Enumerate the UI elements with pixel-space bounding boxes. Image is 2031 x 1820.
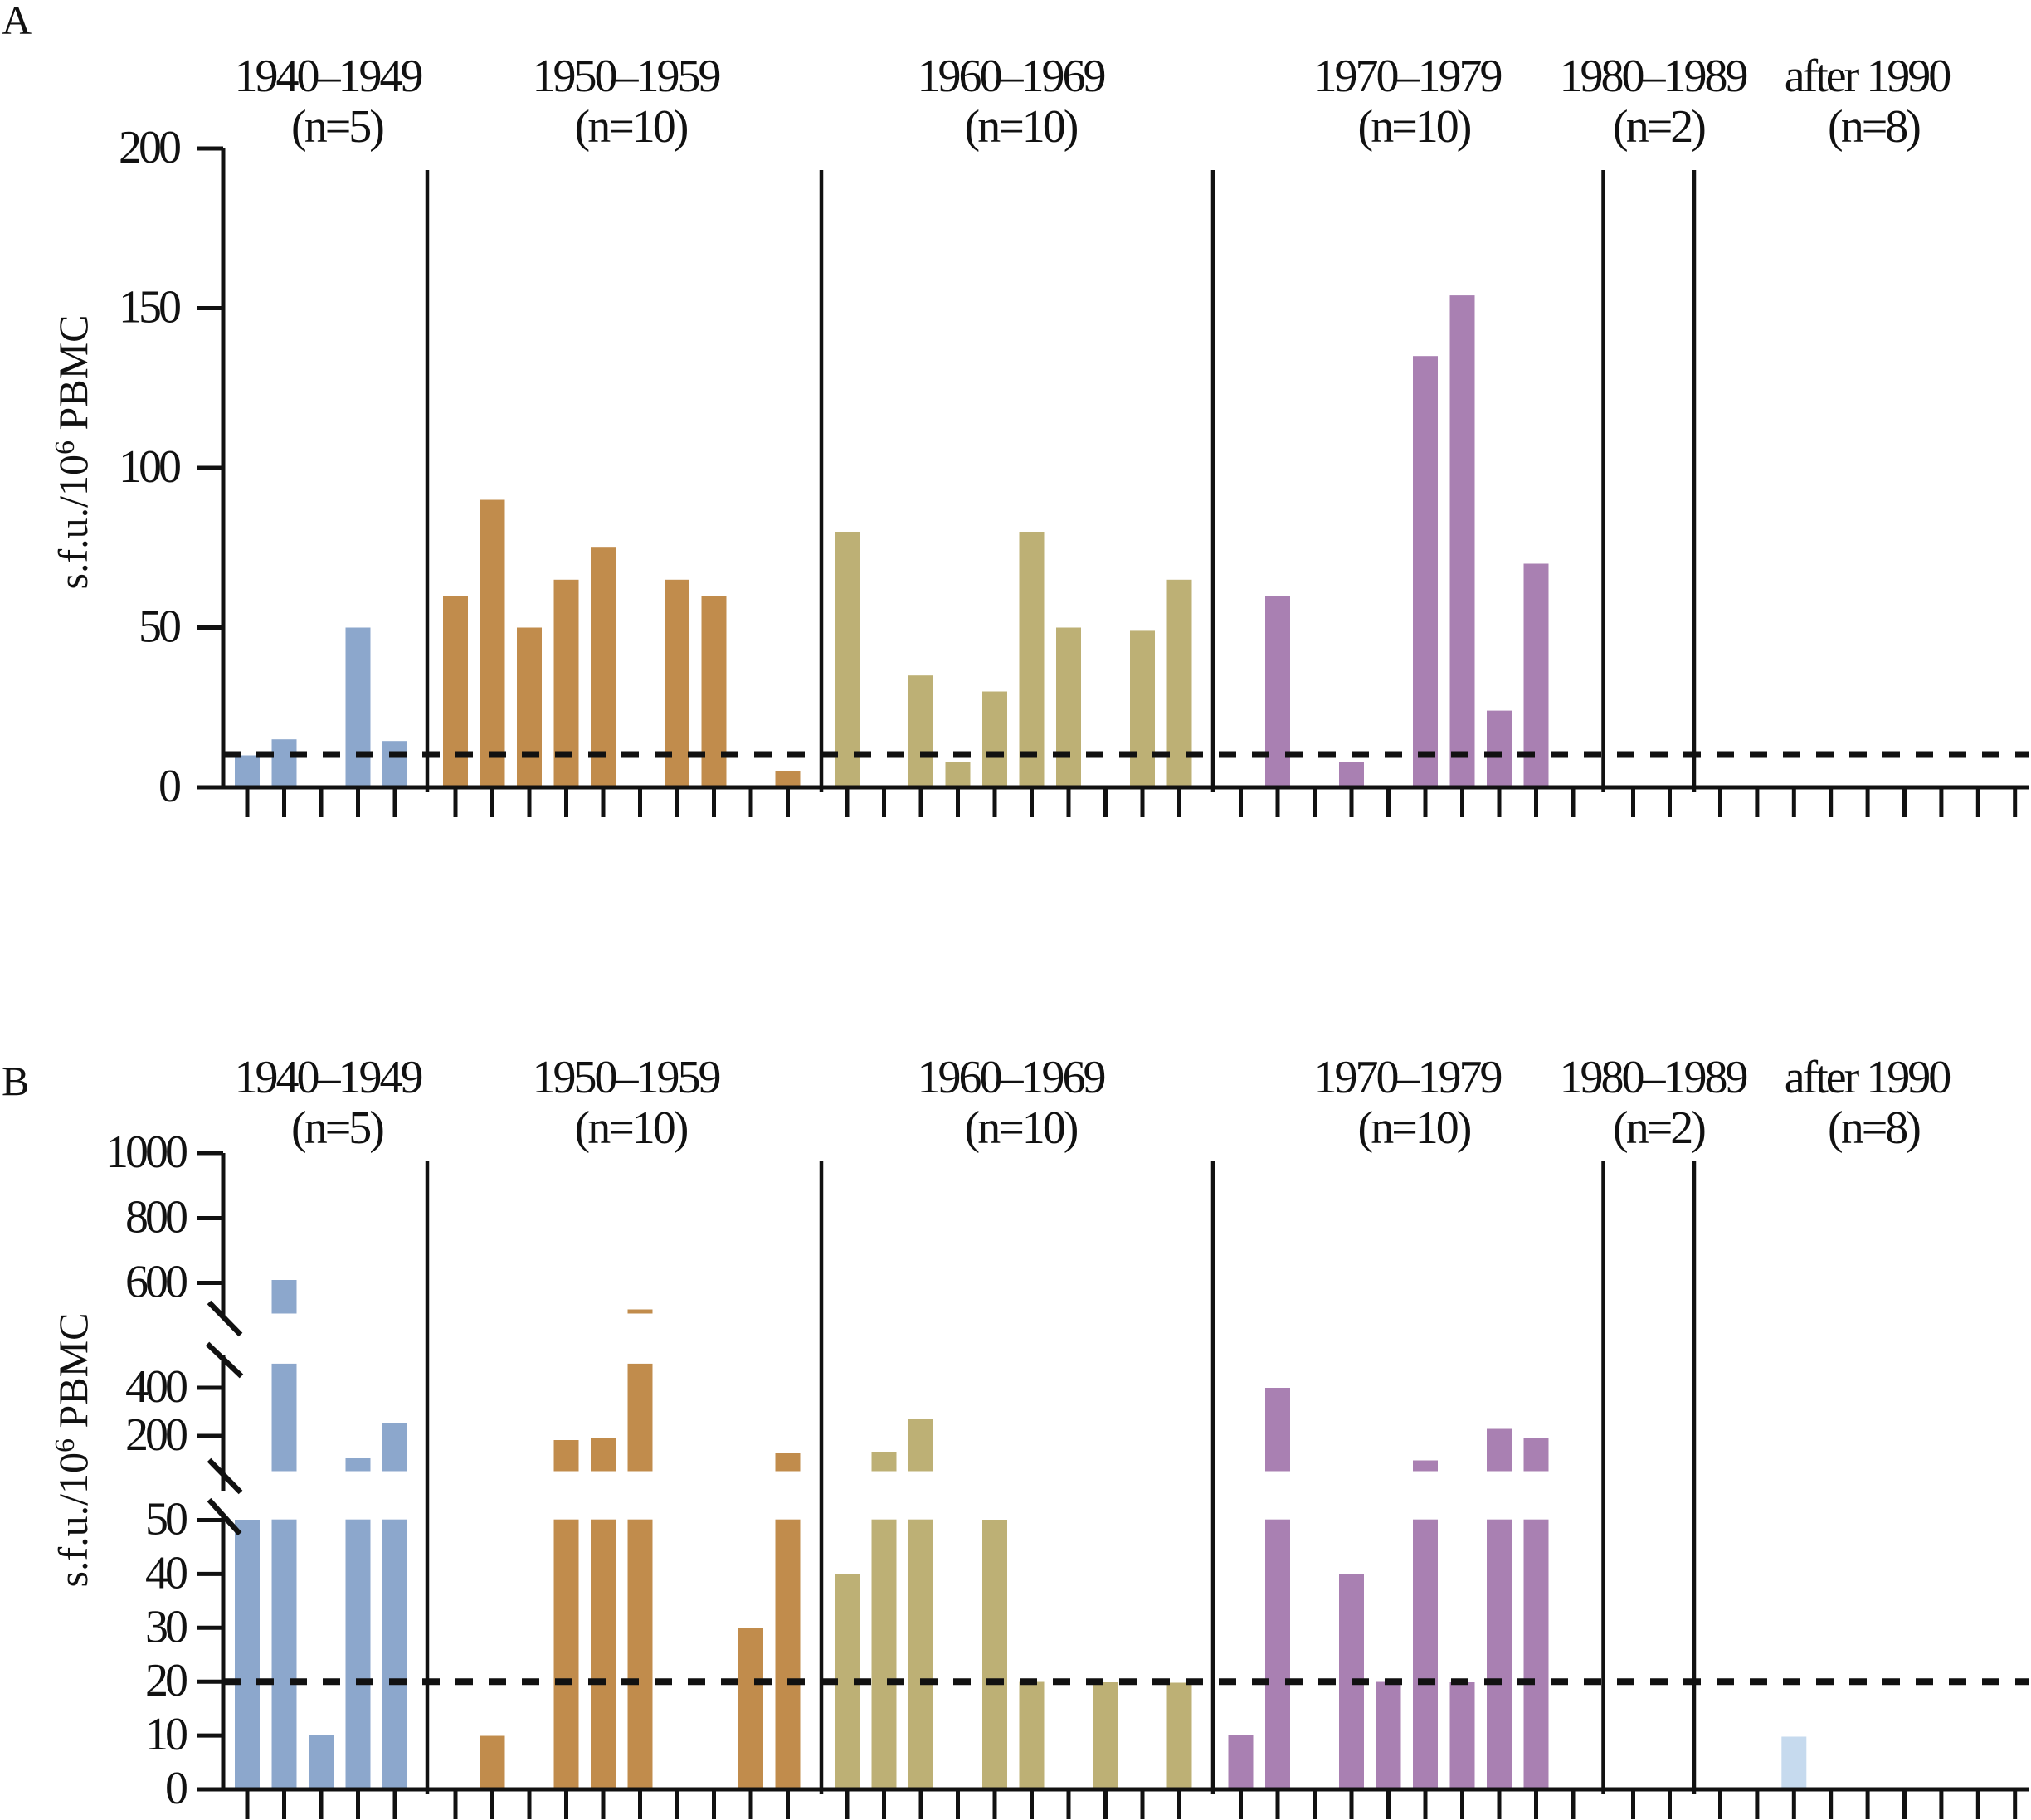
svg-text:1960–1969: 1960–1969 — [918, 1052, 1105, 1103]
svg-text:1950–1959: 1950–1959 — [533, 1052, 720, 1103]
svg-text:40: 40 — [145, 1547, 187, 1599]
svg-text:(n=5): (n=5) — [291, 1102, 383, 1154]
svg-text:after 1990: after 1990 — [1785, 1052, 1951, 1103]
svg-text:(n=10): (n=10) — [1358, 1102, 1471, 1154]
svg-text:1960–1969: 1960–1969 — [918, 51, 1105, 102]
svg-text:(n=8): (n=8) — [1828, 101, 1920, 153]
svg-text:1940–1949: 1940–1949 — [235, 1052, 422, 1103]
svg-text:50: 50 — [145, 1494, 187, 1545]
svg-text:(n=2): (n=2) — [1613, 101, 1705, 153]
svg-text:0: 0 — [158, 761, 180, 812]
svg-text:(n=10): (n=10) — [1358, 101, 1471, 153]
svg-text:(n=10): (n=10) — [965, 1102, 1078, 1154]
svg-text:30: 30 — [145, 1601, 187, 1652]
svg-text:1980–1989: 1980–1989 — [1560, 51, 1747, 102]
svg-text:1950–1959: 1950–1959 — [533, 51, 720, 102]
svg-text:50: 50 — [139, 601, 180, 653]
svg-text:1980–1989: 1980–1989 — [1560, 1052, 1747, 1103]
svg-text:s.f.u./106 PBMC: s.f.u./106 PBMC — [50, 315, 96, 590]
svg-text:0: 0 — [165, 1763, 187, 1814]
svg-text:1940–1949: 1940–1949 — [235, 51, 422, 102]
svg-text:100: 100 — [119, 441, 180, 493]
svg-text:(n=2): (n=2) — [1613, 1102, 1705, 1154]
svg-text:(n=10): (n=10) — [575, 101, 688, 153]
svg-text:800: 800 — [125, 1192, 187, 1243]
svg-text:after 1990: after 1990 — [1785, 51, 1951, 102]
svg-text:(n=10): (n=10) — [575, 1102, 688, 1154]
svg-text:150: 150 — [119, 282, 180, 333]
svg-text:B: B — [2, 1058, 29, 1104]
svg-text:1970–1979: 1970–1979 — [1314, 51, 1502, 102]
svg-text:20: 20 — [145, 1655, 187, 1706]
svg-text:1000: 1000 — [105, 1127, 187, 1178]
svg-text:A: A — [2, 0, 32, 43]
svg-text:400: 400 — [125, 1361, 187, 1413]
svg-text:(n=5): (n=5) — [291, 101, 383, 153]
svg-text:(n=10): (n=10) — [965, 101, 1078, 153]
svg-text:200: 200 — [125, 1409, 187, 1461]
svg-text:1970–1979: 1970–1979 — [1314, 1052, 1502, 1103]
svg-text:200: 200 — [119, 122, 180, 173]
svg-text:(n=8): (n=8) — [1828, 1102, 1920, 1154]
svg-text:600: 600 — [125, 1257, 187, 1308]
svg-text:s.f.u./106 PBMC: s.f.u./106 PBMC — [50, 1313, 96, 1588]
svg-text:10: 10 — [145, 1709, 187, 1760]
